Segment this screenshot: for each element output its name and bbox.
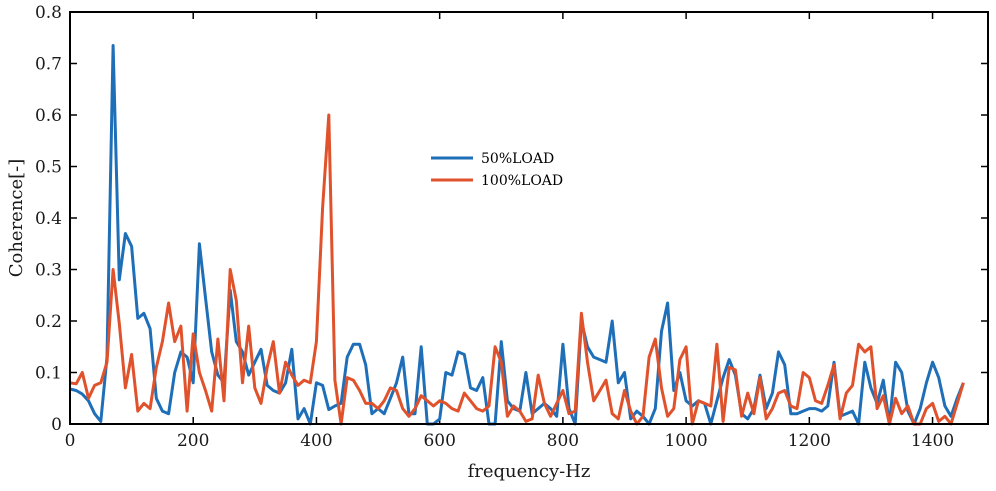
x-tick-label-200: 200 <box>177 431 209 451</box>
y-tick-label-5: 0.5 <box>35 158 62 178</box>
y-tick-label-8: 0.8 <box>35 3 62 23</box>
y-tick-label-4: 0.4 <box>35 209 62 229</box>
y-tick-label-7: 0.7 <box>35 55 62 75</box>
legend-label-50-load: 50%LOAD <box>481 151 554 167</box>
x-ticks-group: 0 200 400 600 800 1000 1200 1400 <box>65 12 954 451</box>
x-tick-label-1000: 1000 <box>664 431 707 451</box>
plot-frame <box>69 11 989 425</box>
y-axis-label: Coherence[-] <box>6 159 27 278</box>
y-tick-label-3: 0.3 <box>35 261 62 281</box>
x-tick-label-400: 400 <box>300 431 332 451</box>
legend: 50%LOAD 100%LOAD <box>425 142 590 194</box>
y-tick-label-2: 0.2 <box>35 312 62 332</box>
legend-box <box>425 142 590 194</box>
legend-label-100-load: 100%LOAD <box>481 173 563 189</box>
x-tick-label-1400: 1400 <box>911 431 954 451</box>
series-line-50-load <box>69 44 965 426</box>
series-group <box>69 44 965 426</box>
x-tick-label-1200: 1200 <box>788 431 831 451</box>
y-tick-label-1: 0.1 <box>35 364 62 384</box>
y-ticks-group: 0 0.1 0.2 0.3 0.4 0.5 0.6 0.7 0.8 <box>35 3 988 435</box>
x-tick-label-600: 600 <box>423 431 455 451</box>
x-tick-label-800: 800 <box>547 431 579 451</box>
series-line-100-load <box>69 113 965 426</box>
x-tick-label-0: 0 <box>65 431 76 451</box>
y-tick-label-0: 0 <box>51 415 62 435</box>
x-axis-label: frequency-Hz <box>468 461 591 482</box>
y-tick-label-6: 0.6 <box>35 106 62 126</box>
